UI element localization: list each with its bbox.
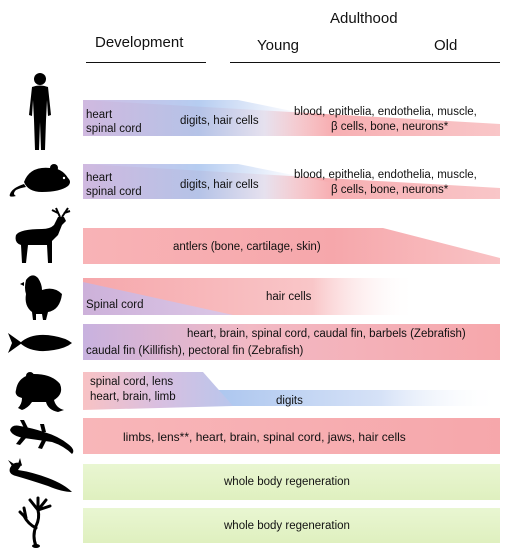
frog-adult-label: digits — [276, 395, 303, 407]
hydra-band — [83, 508, 500, 543]
fish-band — [83, 324, 500, 360]
salamander-icon — [2, 414, 80, 458]
old-header: Old — [434, 37, 458, 54]
salamander-label: limbs, lens**, heart, brain, spinal cord… — [123, 430, 406, 444]
development-underline — [86, 62, 206, 63]
human-icon — [2, 70, 80, 152]
adulthood-header: Adulthood — [330, 10, 398, 27]
frog-dev-line2: heart, brain, limb — [90, 391, 176, 403]
human-adult-line1: blood, epithelia, endothelia, muscle, — [294, 106, 477, 118]
human-band — [83, 100, 500, 136]
development-header: Development — [95, 34, 184, 51]
hydra-icon — [2, 496, 80, 548]
adulthood-underline — [230, 62, 500, 63]
mouse-adult-line1: blood, epithelia, endothelia, muscle, — [294, 169, 477, 181]
deer-band — [83, 228, 500, 264]
frog-dev-line1: spinal cord, lens — [90, 376, 174, 388]
mouse-dev-line1: heart — [86, 172, 113, 184]
planarian-band — [83, 464, 500, 500]
salamander-band — [83, 418, 500, 454]
mouse-band — [83, 164, 500, 199]
fish-line1: heart, brain, spinal cord, caudal fin, b… — [187, 328, 466, 340]
human-dev-line2: spinal cord — [86, 123, 142, 135]
deer-adult-label: antlers (bone, cartilage, skin) — [173, 241, 321, 253]
frog-band — [83, 372, 500, 410]
chicken-band — [83, 278, 500, 315]
chicken-adult-label: hair cells — [266, 291, 312, 303]
mouse-adult-line2: β cells, bone, neurons* — [331, 184, 449, 196]
human-mid-label: digits, hair cells — [180, 115, 259, 127]
mouse-mid-label: digits, hair cells — [180, 179, 259, 191]
hydra-label: whole body regeneration — [224, 520, 350, 532]
fish-line2: caudal fin (Killifish), pectoral fin (Ze… — [86, 345, 304, 357]
mouse-dev-line2: spinal cord — [86, 186, 142, 198]
fish-icon — [2, 328, 80, 358]
young-header: Young — [257, 37, 299, 54]
human-dev-line1: heart — [86, 109, 113, 121]
human-adult-line2: β cells, bone, neurons* — [331, 121, 449, 133]
planarian-label: whole body regeneration — [224, 476, 350, 488]
planarian-icon — [2, 456, 80, 498]
mouse-icon — [2, 158, 80, 202]
frog-icon — [2, 368, 80, 414]
chicken-icon — [2, 270, 80, 322]
chicken-dev-label: Spinal cord — [86, 299, 144, 311]
deer-icon — [2, 205, 80, 267]
